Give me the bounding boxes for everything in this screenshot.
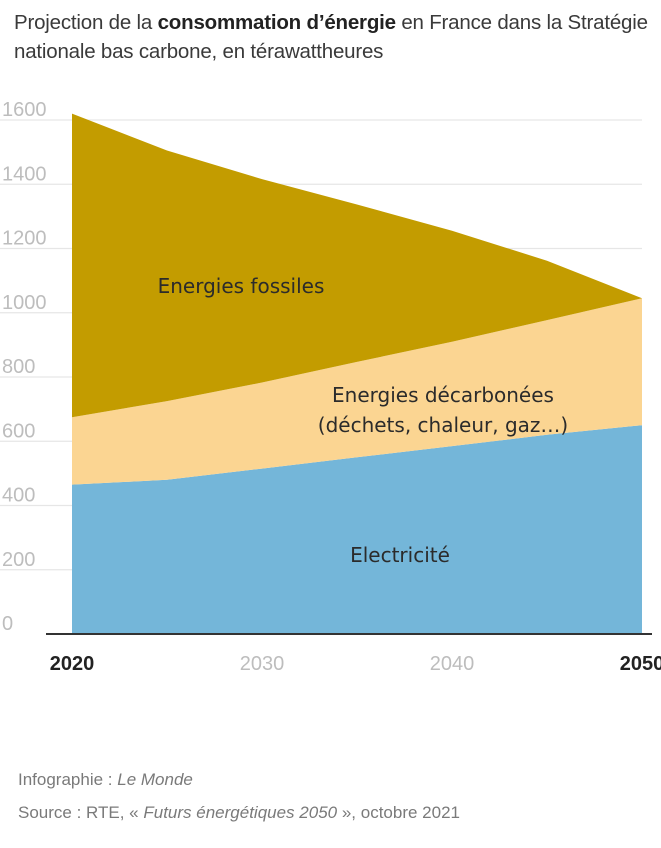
y-tick-label: 1200 — [2, 228, 47, 250]
credit-prefix: Infographie : — [18, 770, 118, 789]
area-series-1 — [72, 298, 642, 485]
source-title: Futurs énergétiques 2050 — [143, 803, 338, 822]
area-series-2 — [72, 113, 642, 418]
credit-name: Le Monde — [117, 770, 193, 789]
y-tick-label: 1000 — [2, 292, 47, 314]
source-prefix: Source : RTE, « — [18, 803, 144, 822]
y-tick-label: 1400 — [2, 163, 47, 185]
stacked-areas — [72, 113, 642, 634]
chart-title: Projection de la consommation d’énergie … — [14, 8, 654, 66]
area-label: Energies fossiles — [158, 274, 325, 298]
source-suffix: », octobre 2021 — [337, 803, 460, 822]
title-prefix: Projection de la — [14, 11, 158, 34]
y-tick-label: 200 — [2, 549, 35, 571]
area-label: Energies décarbonées — [332, 383, 554, 407]
y-axis-ticks: 0 200 400 600 800 1000 1200 1400 1600 — [2, 99, 47, 635]
x-axis-ticks: 2020 2030 2040 2050 — [50, 653, 661, 675]
area-label: (déchets, chaleur, gaz…) — [318, 413, 568, 437]
credit-line: Infographie : Le Monde — [18, 770, 193, 790]
x-tick-label: 2020 — [50, 653, 95, 675]
area-labels: Energies fossiles Energies décarbonées (dé… — [158, 274, 569, 567]
y-tick-label: 800 — [2, 356, 35, 378]
title-suffix: en France dans la Stratégie nationale ba… — [14, 11, 648, 63]
source-line: Source : RTE, « Futurs énergétiques 2050… — [18, 803, 460, 823]
y-tick-label: 600 — [2, 420, 35, 442]
x-tick-label: 2050 — [620, 653, 661, 675]
title-bold: consommation d’énergie — [157, 11, 396, 34]
area-label: Electricité — [350, 543, 450, 567]
x-tick-label: 2040 — [430, 653, 475, 675]
area-series-0 — [72, 425, 642, 634]
y-tick-label: 1600 — [2, 99, 47, 121]
x-tick-label: 2030 — [240, 653, 285, 675]
y-tick-label: 400 — [2, 485, 35, 507]
y-tick-label: 0 — [2, 613, 13, 635]
